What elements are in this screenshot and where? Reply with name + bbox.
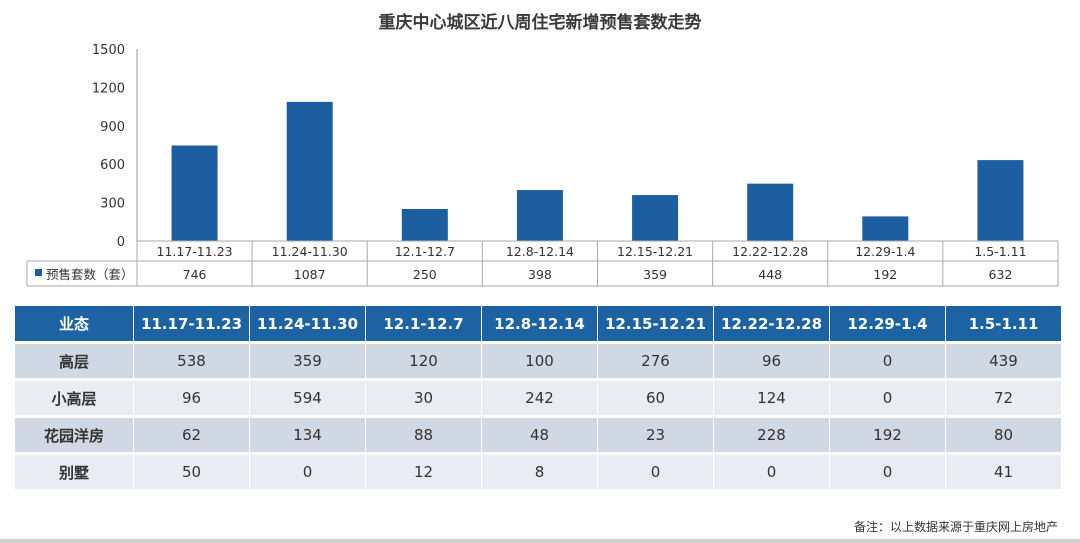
- bar: [862, 216, 909, 241]
- table-row: 高层 538 359 120 100 276 96 0 439: [15, 341, 1062, 380]
- detail-table: 业态 11.17-11.23 11.24-11.30 12.1-12.7 12.8-12…: [15, 306, 1062, 489]
- table-cell: 228: [713, 415, 830, 454]
- x-tick-label: 12.15-12.21: [617, 244, 693, 259]
- bar: [171, 145, 218, 241]
- table-cell: 0: [829, 378, 946, 417]
- table-cell: 594: [249, 378, 366, 417]
- table-header-row: 业态 11.17-11.23 11.24-11.30 12.1-12.7 12.8-12…: [15, 306, 1062, 343]
- table-cell: 439: [945, 341, 1062, 380]
- table-column-header: 12.15-12.21: [597, 306, 714, 343]
- table-cell: 242: [481, 378, 598, 417]
- chart-title: 重庆中心城区近八周住宅新增预售套数走势: [378, 13, 702, 33]
- x-tick-label: 12.22-12.28: [732, 244, 808, 259]
- table-row: 小高层 96 594 30 242 60 124 0 72: [15, 378, 1062, 417]
- bar: [747, 183, 794, 241]
- legend-swatch: [35, 269, 42, 276]
- table-cell: 192: [829, 415, 946, 454]
- x-tick-label: 12.1-12.7: [395, 244, 455, 259]
- data-label: 250: [413, 267, 437, 282]
- footnote: 备注：以上数据来源于重庆网上房地产: [853, 520, 1058, 534]
- table-cell: 124: [713, 378, 830, 417]
- table-column-header: 11.24-11.30: [249, 306, 366, 343]
- chart-data-table: 11.17-11.23 11.24-11.30 12.1-12.7 12.8-12.1…: [26, 240, 1059, 287]
- bottom-divider: [0, 539, 1080, 543]
- y-tick-label: 1200: [92, 81, 125, 96]
- table-column-header: 1.5-1.11: [945, 306, 1062, 343]
- table-cell: 276: [597, 341, 714, 380]
- bar: [401, 209, 448, 241]
- x-tick-label: 12.8-12.14: [506, 244, 574, 259]
- row-label: 别墅: [15, 452, 134, 489]
- table-cell: 88: [365, 415, 482, 454]
- data-label: 192: [873, 267, 897, 282]
- data-label: 359: [643, 267, 667, 282]
- x-tick-label: 1.5-1.11: [974, 244, 1026, 259]
- table-cell: 96: [713, 341, 830, 380]
- table-cell: 30: [365, 378, 482, 417]
- table-cell: 41: [945, 452, 1062, 489]
- table-cell: 80: [945, 415, 1062, 454]
- table-row: 花园洋房 62 134 88 48 23 228 192 80: [15, 415, 1062, 454]
- table-cell: 0: [829, 452, 946, 489]
- table-cell: 23: [597, 415, 714, 454]
- data-label: 398: [528, 267, 552, 282]
- x-tick-label: 11.24-11.30: [272, 244, 348, 259]
- table-column-header: 12.1-12.7: [365, 306, 482, 343]
- table-cell: 60: [597, 378, 714, 417]
- table-cell: 100: [481, 341, 598, 380]
- data-label: 448: [758, 267, 782, 282]
- data-label: 632: [989, 267, 1013, 282]
- table-cell: 538: [133, 341, 250, 380]
- y-tick-label: 900: [100, 120, 125, 135]
- data-label: 746: [183, 267, 207, 282]
- table-cell: 96: [133, 378, 250, 417]
- table-cell: 120: [365, 341, 482, 380]
- bars: [171, 101, 1024, 241]
- table-cell: 0: [829, 341, 946, 380]
- table-cell: 0: [713, 452, 830, 489]
- y-tick-label: 300: [100, 197, 125, 212]
- table-column-header: 11.17-11.23: [133, 306, 250, 343]
- table-column-header: 12.8-12.14: [481, 306, 598, 343]
- table-cell: 50: [133, 452, 250, 489]
- row-label: 小高层: [15, 378, 134, 417]
- y-axis: 0 300 600 900 1200 1500: [92, 43, 138, 250]
- row-label: 高层: [15, 341, 134, 380]
- data-label: 1087: [294, 267, 326, 282]
- y-tick-label: 0: [117, 235, 125, 250]
- table-cell: 134: [249, 415, 366, 454]
- bar-chart: 0 300 600 900 1200 1500 11.17-11.23 11.24-11.3…: [26, 43, 1059, 287]
- table-column-header: 12.22-12.28: [713, 306, 830, 343]
- table-header-label: 业态: [15, 306, 134, 343]
- table-cell: 72: [945, 378, 1062, 417]
- table-column-header: 12.29-1.4: [829, 306, 946, 343]
- bar: [516, 190, 563, 241]
- table-cell: 0: [597, 452, 714, 489]
- bar: [977, 160, 1024, 241]
- table-cell: 0: [249, 452, 366, 489]
- bar: [286, 101, 333, 241]
- y-tick-label: 1500: [92, 43, 125, 58]
- table-cell: 359: [249, 341, 366, 380]
- table-cell: 12: [365, 452, 482, 489]
- x-tick-label: 12.29-1.4: [855, 244, 915, 259]
- bar: [632, 195, 679, 241]
- y-tick-label: 600: [100, 158, 125, 173]
- table-cell: 8: [481, 452, 598, 489]
- x-tick-label: 11.17-11.23: [157, 244, 233, 259]
- legend-label: 预售套数（套）: [46, 267, 134, 282]
- table-row: 别墅 50 0 12 8 0 0 0 41: [15, 452, 1062, 489]
- table-cell: 62: [133, 415, 250, 454]
- table-cell: 48: [481, 415, 598, 454]
- row-label: 花园洋房: [15, 415, 134, 454]
